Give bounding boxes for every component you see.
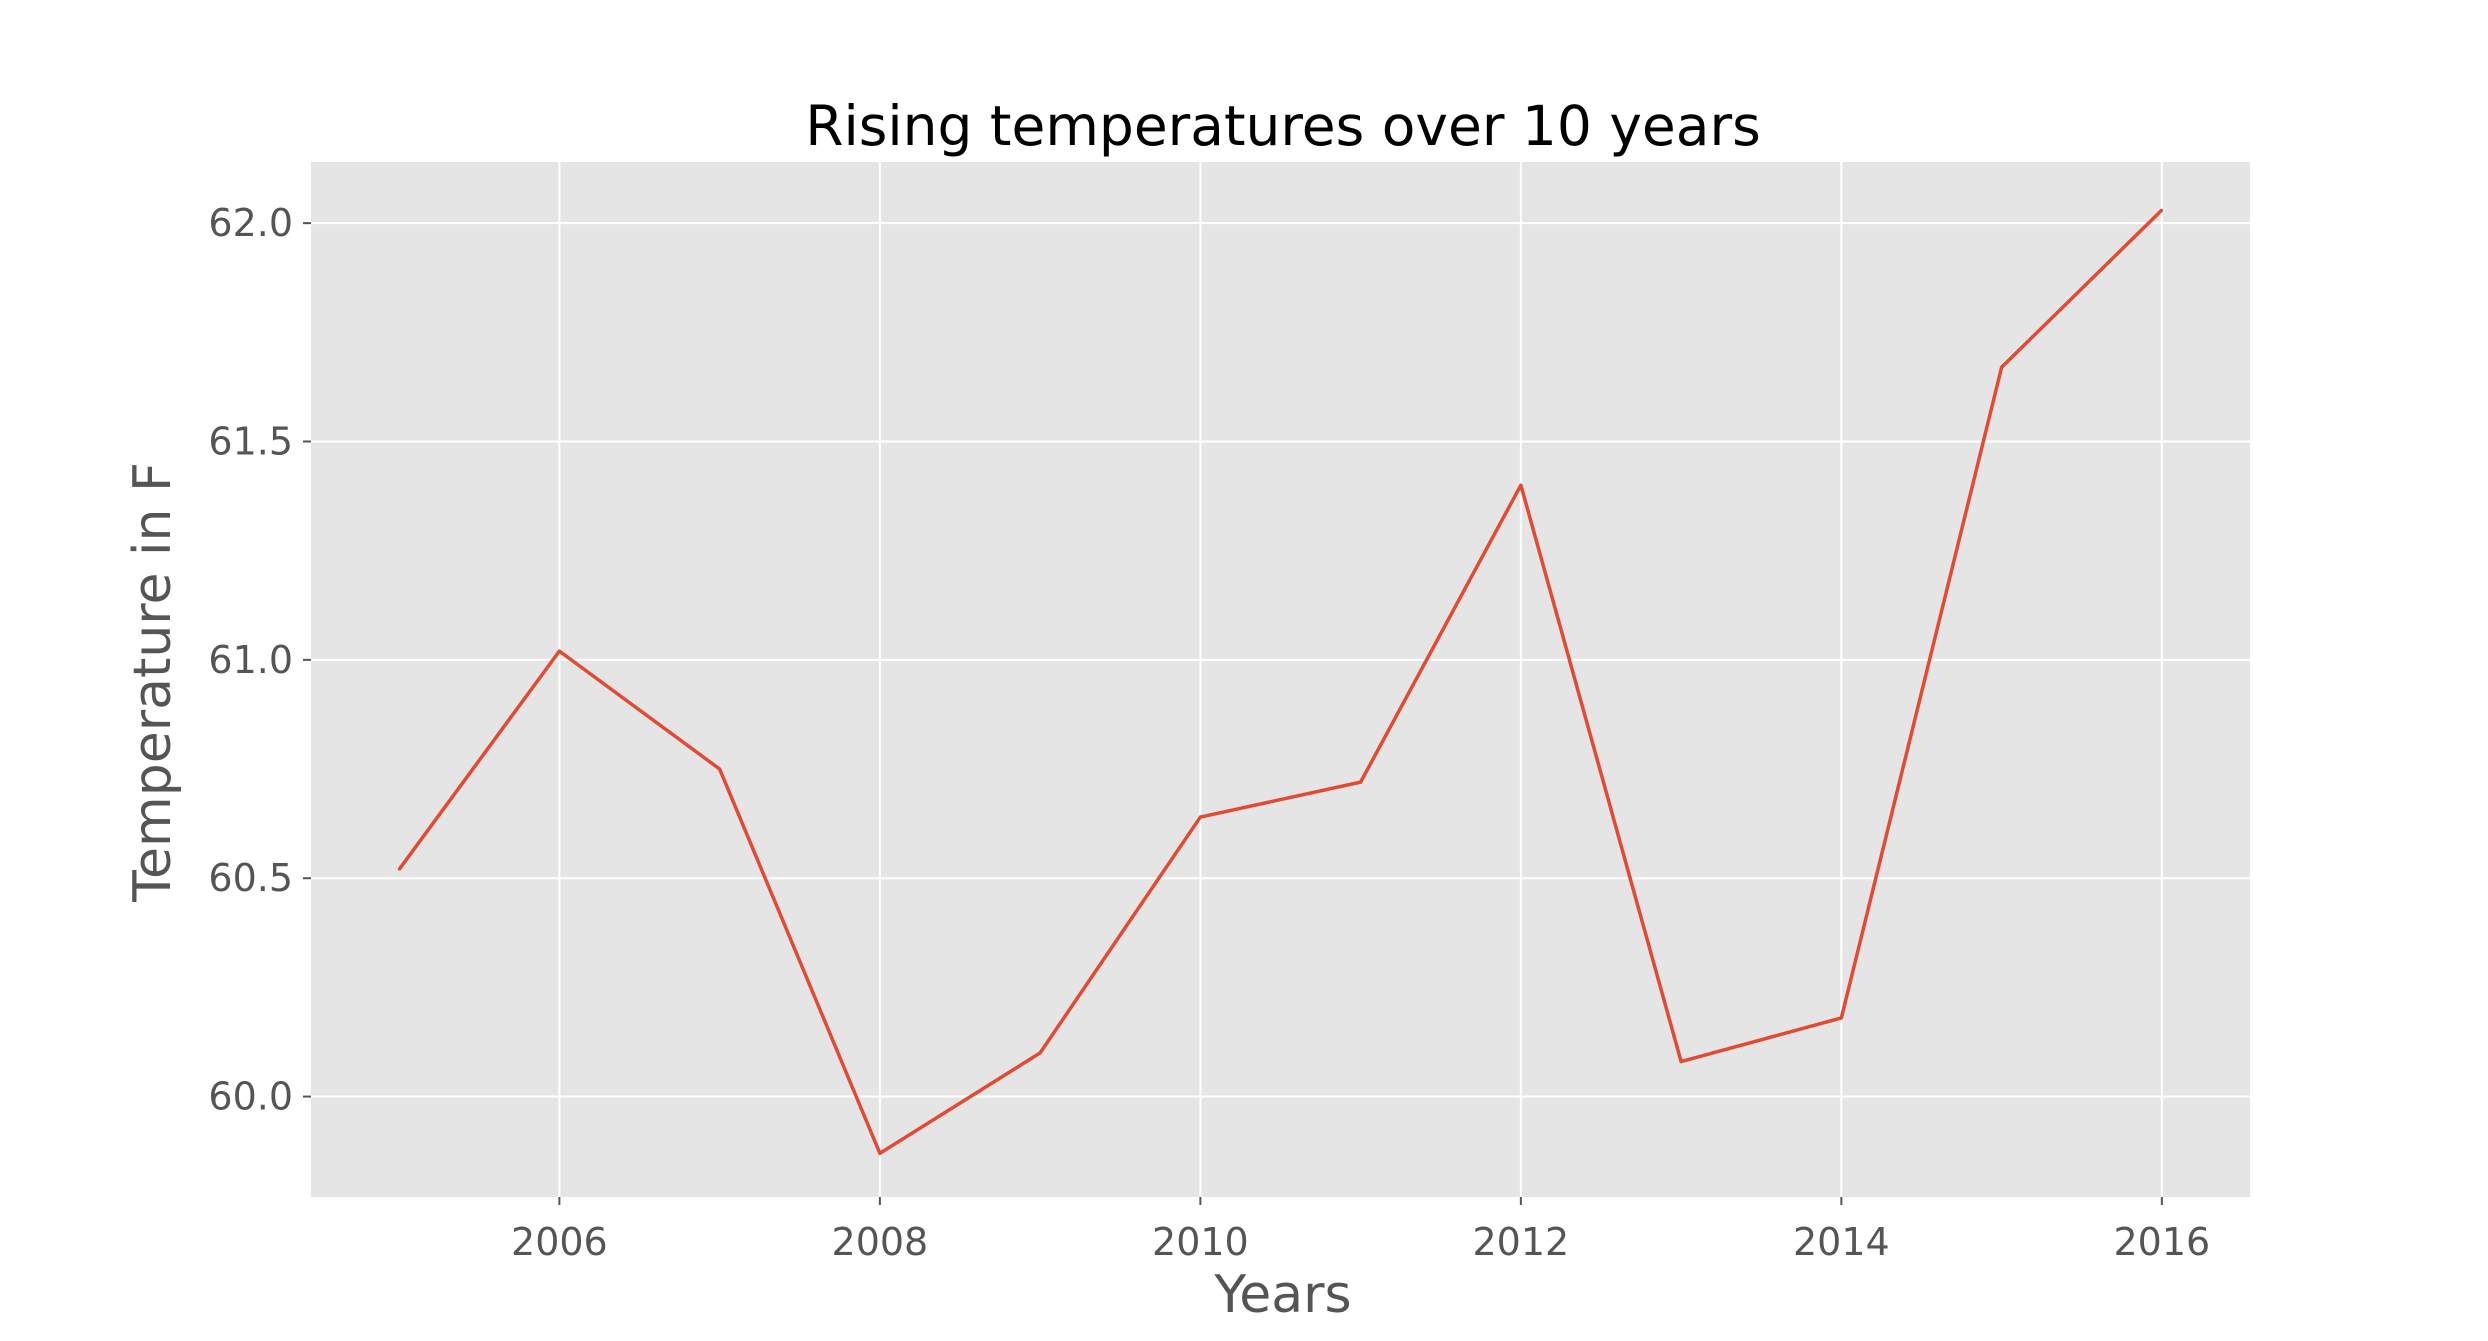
data-point — [1840, 1016, 1843, 1020]
y-gridlines — [311, 222, 2250, 1098]
x-tick-label: 2006 — [511, 1220, 608, 1264]
x-tick-label: 2012 — [1473, 1220, 1570, 1264]
data-point — [878, 1152, 882, 1155]
data-point — [397, 868, 401, 871]
data-point — [1199, 815, 1202, 819]
y-axis-label: Temperature in F — [123, 462, 183, 903]
x-gridlines — [558, 162, 2163, 1197]
data-point — [718, 767, 721, 771]
data-point — [1519, 483, 1523, 487]
y-tick-label: 60.0 — [208, 1075, 293, 1119]
x-tick-label: 2008 — [832, 1220, 929, 1264]
plot-area — [311, 162, 2250, 1197]
series-line — [397, 208, 2164, 1156]
x-axis-label: Years — [1213, 1265, 1351, 1325]
data-point — [558, 649, 561, 653]
data-point — [2000, 366, 2003, 369]
series-group — [397, 208, 2164, 1156]
data-point — [1679, 1060, 1683, 1063]
y-tick-label: 60.5 — [208, 856, 293, 900]
y-tick-label: 61.5 — [208, 419, 293, 463]
x-tick-label: 2014 — [1793, 1220, 1890, 1264]
data-point — [2160, 208, 2164, 212]
x-tick-labels: 2006 2008 2010 2012 2014 2016 — [511, 1197, 2210, 1264]
y-tick-label: 62.0 — [208, 201, 293, 245]
x-tick-label: 2010 — [1152, 1220, 1249, 1264]
chart-title: Rising temperatures over 10 years — [805, 94, 1761, 158]
data-point — [1038, 1051, 1042, 1055]
data-point — [1359, 780, 1362, 784]
y-tick-labels: 60.0 60.5 61.0 61.5 62.0 — [208, 201, 311, 1119]
x-tick-label: 2016 — [2114, 1220, 2211, 1264]
y-tick-label: 61.0 — [208, 638, 293, 682]
